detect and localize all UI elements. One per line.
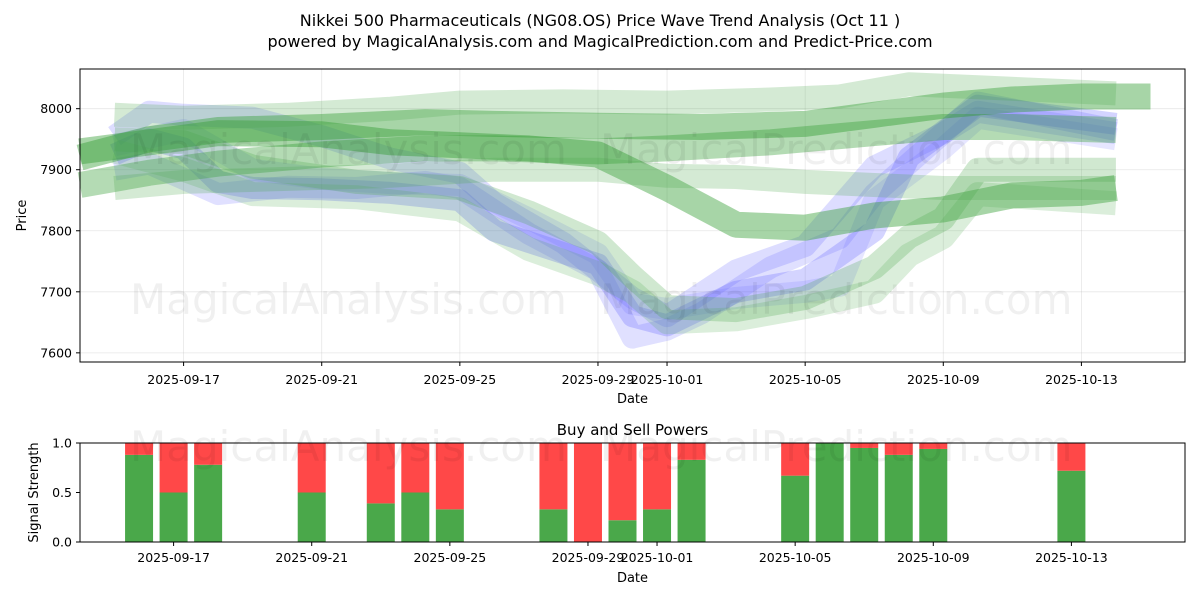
- buy-power-bar: [125, 454, 154, 542]
- sell-power-bar: [573, 443, 602, 542]
- sell-power-bar: [1057, 443, 1086, 471]
- watermark-text: MagicalAnalysis.com: [130, 275, 567, 324]
- watermark-text: MagicalPrediction.com: [600, 422, 1073, 471]
- buy-power-bar: [643, 509, 672, 542]
- price-wave-band: [110, 94, 1118, 337]
- sell-power-bar: [159, 443, 188, 493]
- buy-power-bar: [539, 509, 568, 542]
- buy-power-bar: [781, 475, 810, 542]
- buy-power-bar: [1057, 470, 1086, 542]
- power-y-tick-label: 0.0: [52, 535, 72, 550]
- price-gridlines: [80, 69, 1185, 362]
- price-wave-band: [108, 91, 1119, 328]
- price-y-tick-label: 8000: [40, 101, 72, 116]
- sell-power-bar: [539, 443, 568, 510]
- price-x-tick-label: 2025-10-09: [907, 372, 980, 387]
- watermark-text: MagicalPrediction.com: [600, 275, 1073, 324]
- price-wave-bands: [76, 72, 1151, 349]
- chart-title: Nikkei 500 Pharmaceuticals (NG08.OS) Pri…: [300, 11, 900, 30]
- sell-power-bar: [643, 443, 672, 510]
- price-wave-band: [113, 127, 1116, 323]
- buy-power-bar: [297, 492, 326, 542]
- sell-power-bar: [781, 443, 810, 476]
- buy-power-bar: [919, 448, 948, 542]
- power-x-tick-label: 2025-10-09: [897, 550, 970, 565]
- power-chart-title: Buy and Sell Powers: [557, 421, 709, 439]
- power-x-tick-label: 2025-09-21: [275, 550, 348, 565]
- buy-power-bar: [435, 509, 464, 542]
- price-wave-band: [78, 120, 1118, 241]
- sell-power-bar: [194, 443, 223, 465]
- price-wave-band: [77, 114, 1117, 198]
- buy-power-bar: [401, 492, 430, 542]
- sell-power-bar: [401, 443, 430, 493]
- power-x-tick-label: 2025-09-25: [414, 550, 487, 565]
- buy-power-bar: [608, 520, 637, 542]
- buy-power-bar: [677, 459, 706, 542]
- sell-power-bar: [677, 443, 706, 460]
- price-y-tick-label: 7700: [40, 284, 72, 299]
- buy-power-bar: [194, 464, 223, 542]
- price-axes-frame: [79, 68, 1186, 363]
- price-x-tick-label: 2025-10-13: [1045, 372, 1118, 387]
- sell-power-bar: [125, 443, 154, 455]
- price-x-axis-label: Date: [617, 392, 648, 407]
- price-watermarks: MagicalAnalysis.com MagicalPrediction.com…: [130, 125, 1073, 324]
- price-y-tick-label: 7600: [40, 345, 72, 360]
- price-wave-band: [113, 72, 1117, 130]
- watermark-text: MagicalAnalysis.com: [130, 422, 567, 471]
- buy-power-bar: [884, 454, 913, 542]
- sell-power-bar: [435, 443, 464, 510]
- sell-power-bar: [884, 443, 913, 455]
- power-watermarks: MagicalAnalysis.com MagicalPrediction.com: [130, 422, 1073, 471]
- price-x-tick-label: 2025-09-29: [562, 372, 635, 387]
- power-y-tick-label: 1.0: [52, 436, 72, 451]
- power-y-tick-label: 0.5: [52, 485, 72, 500]
- power-x-tick-label: 2025-09-17: [137, 550, 210, 565]
- watermark-text: MagicalPrediction.com: [600, 125, 1073, 174]
- price-y-tick-label: 7800: [40, 223, 72, 238]
- buy-sell-power-chart: Buy and Sell Powers MagicalAnalysis.com M…: [27, 421, 1186, 586]
- price-wave-band: [112, 100, 1118, 349]
- sell-power-bar: [608, 443, 637, 521]
- power-x-tick-label: 2025-10-01: [621, 550, 694, 565]
- price-wave-band: [76, 83, 1151, 171]
- power-x-tick-label: 2025-09-29: [552, 550, 625, 565]
- price-wave-band: [111, 139, 1117, 335]
- sell-power-bar: [366, 443, 395, 504]
- price-axis-ticks: 2025-09-17 2025-09-21 2025-09-25 2025-09-29…: [40, 101, 1118, 387]
- price-x-tick-label: 2025-10-01: [631, 372, 704, 387]
- price-wave-chart: MagicalAnalysis.com MagicalPrediction.com…: [15, 68, 1186, 407]
- power-x-axis-label: Date: [617, 571, 648, 586]
- watermark-text: MagicalAnalysis.com: [130, 125, 567, 174]
- buy-power-bar: [366, 503, 395, 542]
- buy-power-bar: [159, 492, 188, 542]
- sell-power-bar: [919, 443, 948, 449]
- price-y-axis-label: Price: [15, 200, 30, 232]
- sell-power-bar: [850, 443, 879, 448]
- chart-subtitle: powered by MagicalAnalysis.com and Magic…: [267, 32, 932, 51]
- price-wave-band: [113, 157, 1116, 200]
- price-plot-area: [80, 69, 1185, 362]
- price-x-tick-label: 2025-09-25: [424, 372, 497, 387]
- price-x-tick-label: 2025-09-17: [147, 372, 220, 387]
- price-x-tick-label: 2025-10-05: [769, 372, 842, 387]
- price-y-tick-label: 7900: [40, 162, 72, 177]
- power-x-tick-label: 2025-10-13: [1035, 550, 1108, 565]
- power-axis-ticks: 2025-09-17 2025-09-21 2025-09-25 2025-09-29…: [52, 436, 1108, 566]
- price-x-tick-label: 2025-09-21: [285, 372, 358, 387]
- sell-power-bar: [297, 443, 326, 493]
- power-x-tick-label: 2025-10-05: [759, 550, 832, 565]
- price-wave-band: [112, 106, 1118, 320]
- buy-power-bar: [850, 447, 879, 542]
- power-bars: [125, 443, 1086, 542]
- buy-power-bar: [815, 443, 844, 542]
- power-y-axis-label: Signal Strength: [27, 442, 42, 542]
